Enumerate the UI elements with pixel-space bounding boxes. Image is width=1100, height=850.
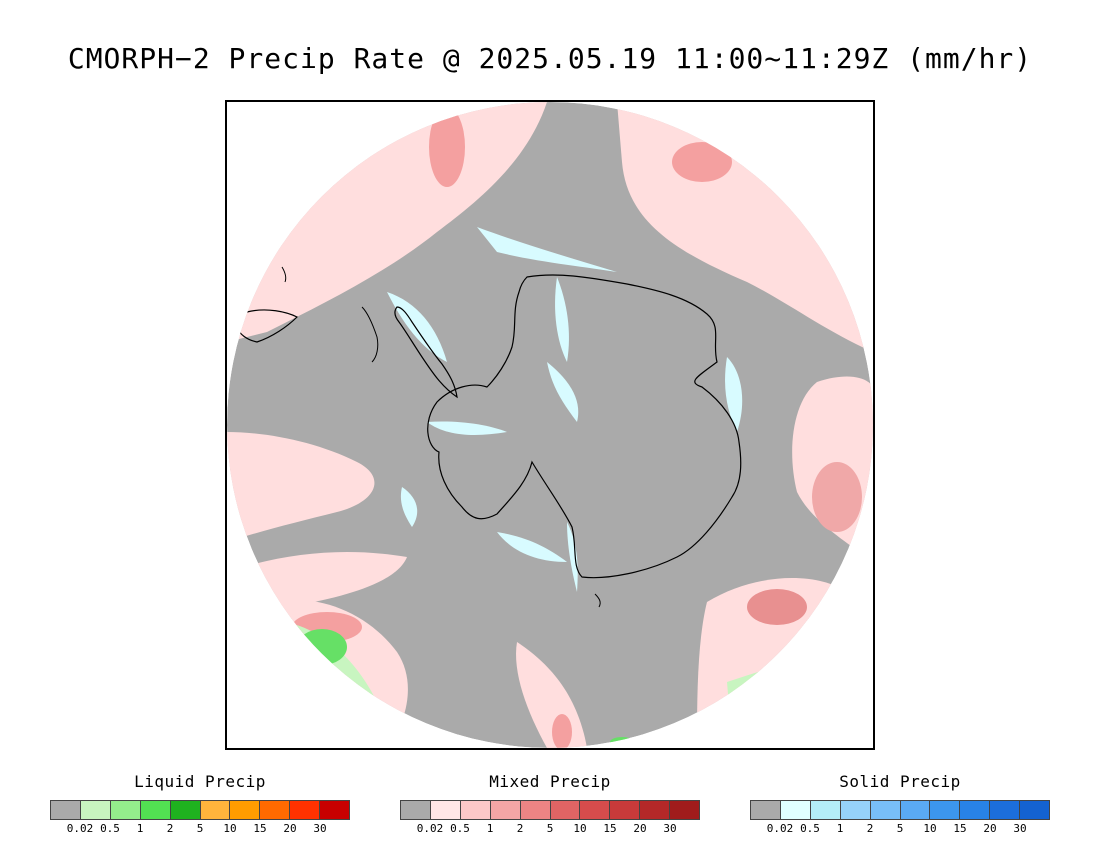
solid-precip-area	[567, 522, 578, 592]
antarctica-coastline	[427, 274, 742, 579]
legend-tick-label: 1	[486, 822, 494, 835]
legend-tick-label: 20	[983, 822, 997, 835]
legend-swatch	[960, 801, 991, 819]
solid-precip-area	[555, 277, 569, 362]
legend-color-bar	[750, 800, 1050, 820]
coastline-fragment	[361, 306, 379, 363]
legend-tick-label: 30	[663, 822, 677, 835]
legend-tick-label: 0.02	[66, 822, 94, 835]
precip-field	[227, 102, 873, 748]
solid-precip-area	[725, 357, 743, 432]
legend-swatch	[200, 801, 231, 819]
legend-swatch	[320, 801, 350, 819]
legend-swatch	[230, 801, 261, 819]
mixed-precip-cell	[552, 714, 572, 748]
legend-tick-label: 0.02	[416, 822, 444, 835]
legend-tick-labels: 0.02 0.5 1 2 5 10 15 20 30	[750, 822, 1050, 836]
map-title: CMORPH−2 Precip Rate @ 2025.05.19 11:00~…	[67, 42, 1033, 75]
legend-tick-label: 0.5	[100, 822, 120, 835]
legend-tick-label: 10	[223, 822, 237, 835]
solid-precip-area	[477, 227, 617, 272]
legend-tick-label: 0.5	[450, 822, 470, 835]
legend-swatch	[580, 801, 611, 819]
legend-swatch	[640, 801, 671, 819]
legend-tick-label: 15	[953, 822, 967, 835]
legend-swatch	[1020, 801, 1050, 819]
liquid-precip-legend: Liquid Precip 0.02 0.5 1 2 5 10 15 20 30	[50, 772, 350, 836]
legend-swatch	[80, 801, 111, 819]
legend-swatch	[170, 801, 201, 819]
legend-tick-label: 30	[1013, 822, 1027, 835]
legend-swatch	[930, 801, 961, 819]
legend-swatch	[990, 801, 1021, 819]
mixed-precip-area	[227, 102, 547, 342]
legend-tick-label: 1	[136, 822, 144, 835]
legend-swatch	[460, 801, 491, 819]
legend-tick-label: 10	[923, 822, 937, 835]
coastline-fragment	[594, 593, 601, 608]
coastline-fragment	[281, 266, 287, 283]
legend-tick-labels: 0.02 0.5 1 2 5 10 15 20 30	[50, 822, 350, 836]
legend-swatch	[670, 801, 700, 819]
mixed-precip-cell	[672, 142, 732, 182]
mixed-precip-area	[227, 432, 375, 542]
mixed-precip-cell	[812, 462, 862, 532]
legend-swatch	[290, 801, 321, 819]
legend-tick-label: 2	[166, 822, 174, 835]
polar-precip-map	[227, 102, 873, 748]
legend-swatch	[900, 801, 931, 819]
legend-swatch	[520, 801, 551, 819]
legend-tick-label: 10	[573, 822, 587, 835]
legend-title: Solid Precip	[839, 772, 961, 791]
solid-precip-legend: Solid Precip 0.02 0.5 1 2 5 10 15 20 30	[750, 772, 1050, 836]
legend-tick-label: 5	[196, 822, 204, 835]
legend-tick-label: 1	[836, 822, 844, 835]
legend-swatch	[51, 801, 81, 819]
legend-swatch	[140, 801, 171, 819]
solid-precip-area	[427, 421, 507, 435]
legend-swatch	[260, 801, 291, 819]
mixed-precip-cell	[429, 107, 465, 187]
legend-color-bar	[50, 800, 350, 820]
legend-swatch	[840, 801, 871, 819]
polar-map-frame	[225, 100, 875, 750]
legend-swatch	[780, 801, 811, 819]
legend-tick-label: 2	[866, 822, 874, 835]
legend-swatch	[490, 801, 521, 819]
legend-tick-label: 0.5	[800, 822, 820, 835]
solid-precip-area	[497, 532, 567, 562]
legend-title: Liquid Precip	[134, 772, 266, 791]
solid-precip-area	[547, 362, 579, 422]
legend-tick-label: 15	[603, 822, 617, 835]
legend-swatch	[401, 801, 431, 819]
legend-swatch	[751, 801, 781, 819]
solid-precip-area	[400, 487, 418, 527]
mixed-precip-cell	[747, 589, 807, 625]
legend-tick-label: 30	[313, 822, 327, 835]
legend-swatch	[810, 801, 841, 819]
legend-swatch	[550, 801, 581, 819]
mixed-precip-legend: Mixed Precip 0.02 0.5 1 2 5 10 15 20 30	[400, 772, 700, 836]
legend-swatch	[870, 801, 901, 819]
antarctic-peninsula-coastline	[394, 306, 458, 399]
legend-tick-label: 15	[253, 822, 267, 835]
legend-swatch	[430, 801, 461, 819]
legend-swatch	[110, 801, 141, 819]
legend-tick-label: 5	[896, 822, 904, 835]
legend-tick-label: 2	[516, 822, 524, 835]
legend-swatch	[610, 801, 641, 819]
legend-tick-labels: 0.02 0.5 1 2 5 10 15 20 30	[400, 822, 700, 836]
legend-tick-label: 20	[283, 822, 297, 835]
legend-title: Mixed Precip	[489, 772, 611, 791]
legend-color-bar	[400, 800, 700, 820]
legend-tick-label: 5	[546, 822, 554, 835]
legend-tick-label: 0.02	[766, 822, 794, 835]
legend-tick-label: 20	[633, 822, 647, 835]
